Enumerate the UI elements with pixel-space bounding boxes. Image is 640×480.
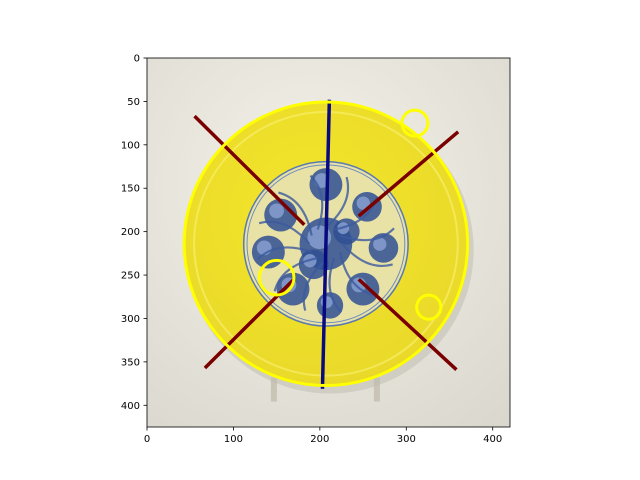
medallion-vine: [328, 257, 343, 313]
x-tick-label: 100: [224, 434, 243, 445]
stand-leg: [270, 377, 277, 402]
y-tick-label: 350: [121, 357, 140, 368]
x-tick-label: 0: [144, 434, 150, 445]
medallion-vine: [258, 220, 311, 245]
medallion-motif-highlight: [373, 237, 387, 251]
plot-area: [147, 58, 510, 427]
medallion-vine: [278, 191, 313, 236]
x-tick-label: 300: [397, 434, 416, 445]
medallion-vine: [325, 176, 350, 229]
y-tick-label: 200: [121, 227, 140, 238]
y-axis: 0 50 100 150 200 250 300 350 400: [121, 54, 147, 412]
y-tick-label: 0: [134, 54, 140, 65]
medallion-vine: [309, 174, 324, 230]
medallion-vine: [341, 243, 393, 267]
y-tick-label: 50: [127, 97, 140, 108]
stand-leg: [373, 377, 380, 402]
medallion-motif-highlight: [356, 196, 370, 210]
medallion-motif-highlight: [320, 296, 333, 309]
rim-circle: [182, 100, 470, 388]
small-circle: [257, 258, 296, 297]
medallion-vine: [256, 246, 313, 261]
medallion-border: [246, 164, 406, 324]
diagonal-upper-right: [357, 130, 460, 218]
medallion-vine: [339, 251, 374, 297]
small-circle: [400, 108, 430, 138]
diagonal-lower-right: [357, 278, 458, 371]
vertical-axis-line: [320, 99, 332, 389]
y-tick-label: 100: [121, 140, 140, 151]
y-tick-label: 300: [121, 314, 140, 325]
y-tick-label: 250: [121, 271, 140, 282]
medallion-motif-highlight: [269, 203, 284, 219]
small-circle: [415, 293, 443, 321]
diagonal-upper-left: [193, 114, 306, 226]
x-tick-label: 400: [483, 434, 502, 445]
medallion-vine: [302, 259, 327, 311]
x-axis: 0 100 200 300 400: [144, 427, 502, 445]
x-tick-label: 200: [310, 434, 329, 445]
y-tick-label: 150: [121, 184, 140, 195]
dish-inner-rim: [193, 110, 459, 377]
medallion-vine: [339, 227, 395, 242]
annotation-overlays: [182, 99, 470, 389]
axes-frame: [146, 57, 511, 428]
medallion-vine: [273, 256, 318, 292]
y-tick-label: 400: [121, 401, 140, 412]
